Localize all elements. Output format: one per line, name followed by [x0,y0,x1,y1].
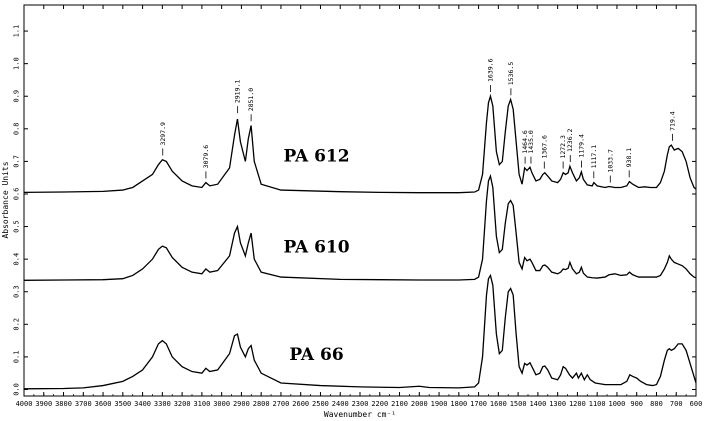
y-tick-label: 0.7 [13,155,21,168]
x-tick-label: 3700 [75,400,92,408]
x-tick-label: 2800 [253,400,270,408]
spectrum-line-pa-612 [23,93,697,194]
x-tick-label: 3500 [114,400,131,408]
peak-label: 3079.6 [202,145,210,169]
peak-label: 1435.0 [527,130,535,154]
x-tick-label: 1400 [529,400,546,408]
peak-label: 2919.1 [234,80,242,104]
x-tick-label: 3400 [134,400,151,408]
y-tick-label: 0.9 [13,90,21,103]
x-tick-label: 4000 [16,400,33,408]
peak-label: 1536.5 [507,62,515,86]
x-tick-label: 3900 [35,400,52,408]
y-tick-label: 1.1 [12,25,20,38]
x-tick-label: 1500 [510,400,527,408]
x-tick-label: 1700 [470,400,487,408]
x-tick-label: 2000 [411,400,428,408]
x-tick-label: 1900 [431,400,448,408]
x-tick-label: 2900 [233,400,250,408]
y-tick-label: 1.0 [13,57,21,70]
peak-annotations: 3297.9 3079.6 2919.1 2851.0 1639.6 1536.5 1464… [159,58,676,183]
peak-label: 3297.9 [159,122,167,146]
y-tick-label: 0.1 [13,351,21,364]
series-label: PA 66 [289,345,343,365]
x-tick-label: 900 [630,400,643,408]
y-tick-label: 0.2 [13,318,21,331]
x-tick-label: 2100 [391,400,408,408]
peak-label: 1117.1 [590,145,598,169]
series-label: PA 612 [283,146,349,166]
x-tick-label: 3600 [95,400,112,408]
series-labels: PA 612 PA 610 PA 66 [283,146,349,365]
peak-label: 1033.7 [606,149,614,173]
spectrum-line-pa-66 [23,273,697,390]
peak-label: 1272.3 [559,135,567,159]
peak-label: 1236.2 [566,128,574,152]
spectrum-line-pa-610 [23,173,697,281]
x-tick-label: 700 [670,400,683,408]
peak-label: 1367.6 [540,135,548,159]
x-tick-label: 1100 [589,400,606,408]
x-tick-label: 3800 [55,400,72,408]
x-axis-title: Wavenumber cm⁻¹ [324,410,396,419]
x-tick-label: 2600 [292,400,309,408]
y-tick-label: 0.6 [13,188,21,201]
y-tick-label: 0.5 [13,220,21,233]
peak-label: 1179.4 [577,134,585,158]
x-tick-label: 2700 [273,400,290,408]
y-axis-ticks: 0.0 0.1 0.2 0.3 0.4 0.5 0.6 0.7 0.8 0.9 1.0 1.1 [12,25,696,396]
x-tick-label: 3300 [154,400,171,408]
x-tick-label: 3100 [193,400,210,408]
x-tick-label: 3000 [213,400,230,408]
x-tick-label: 2200 [371,400,388,408]
x-tick-label: 3200 [174,400,191,408]
y-tick-label: 0.4 [13,253,21,266]
y-tick-label: 0.0 [13,383,21,396]
x-tick-label: 600 [690,400,703,408]
y-axis-title: Absorbance Units [1,161,10,238]
x-tick-label: 1000 [609,400,626,408]
x-tick-label: 2400 [332,400,349,408]
x-tick-label: 1300 [549,400,566,408]
spectra [23,93,697,390]
x-tick-label: 2500 [312,400,329,408]
x-tick-label: 1200 [569,400,586,408]
x-tick-label: 800 [650,400,663,408]
peak-label: 1639.6 [487,58,495,82]
peak-label: 2851.0 [247,88,255,112]
x-tick-label: 1600 [490,400,507,408]
y-tick-label: 0.3 [13,285,21,298]
series-label: PA 610 [283,238,349,258]
x-tick-label: 1800 [450,400,467,408]
peak-label: 938.1 [625,148,633,168]
peak-label: 1464.6 [521,130,529,154]
y-tick-label: 0.8 [13,122,21,135]
x-tick-label: 2300 [352,400,369,408]
x-axis-ticks: 4000 3900 3800 3700 3600 3500 3400 3300 3200 3100… [16,5,703,408]
plot-frame [23,4,697,397]
peak-label: 719.4 [668,111,676,131]
